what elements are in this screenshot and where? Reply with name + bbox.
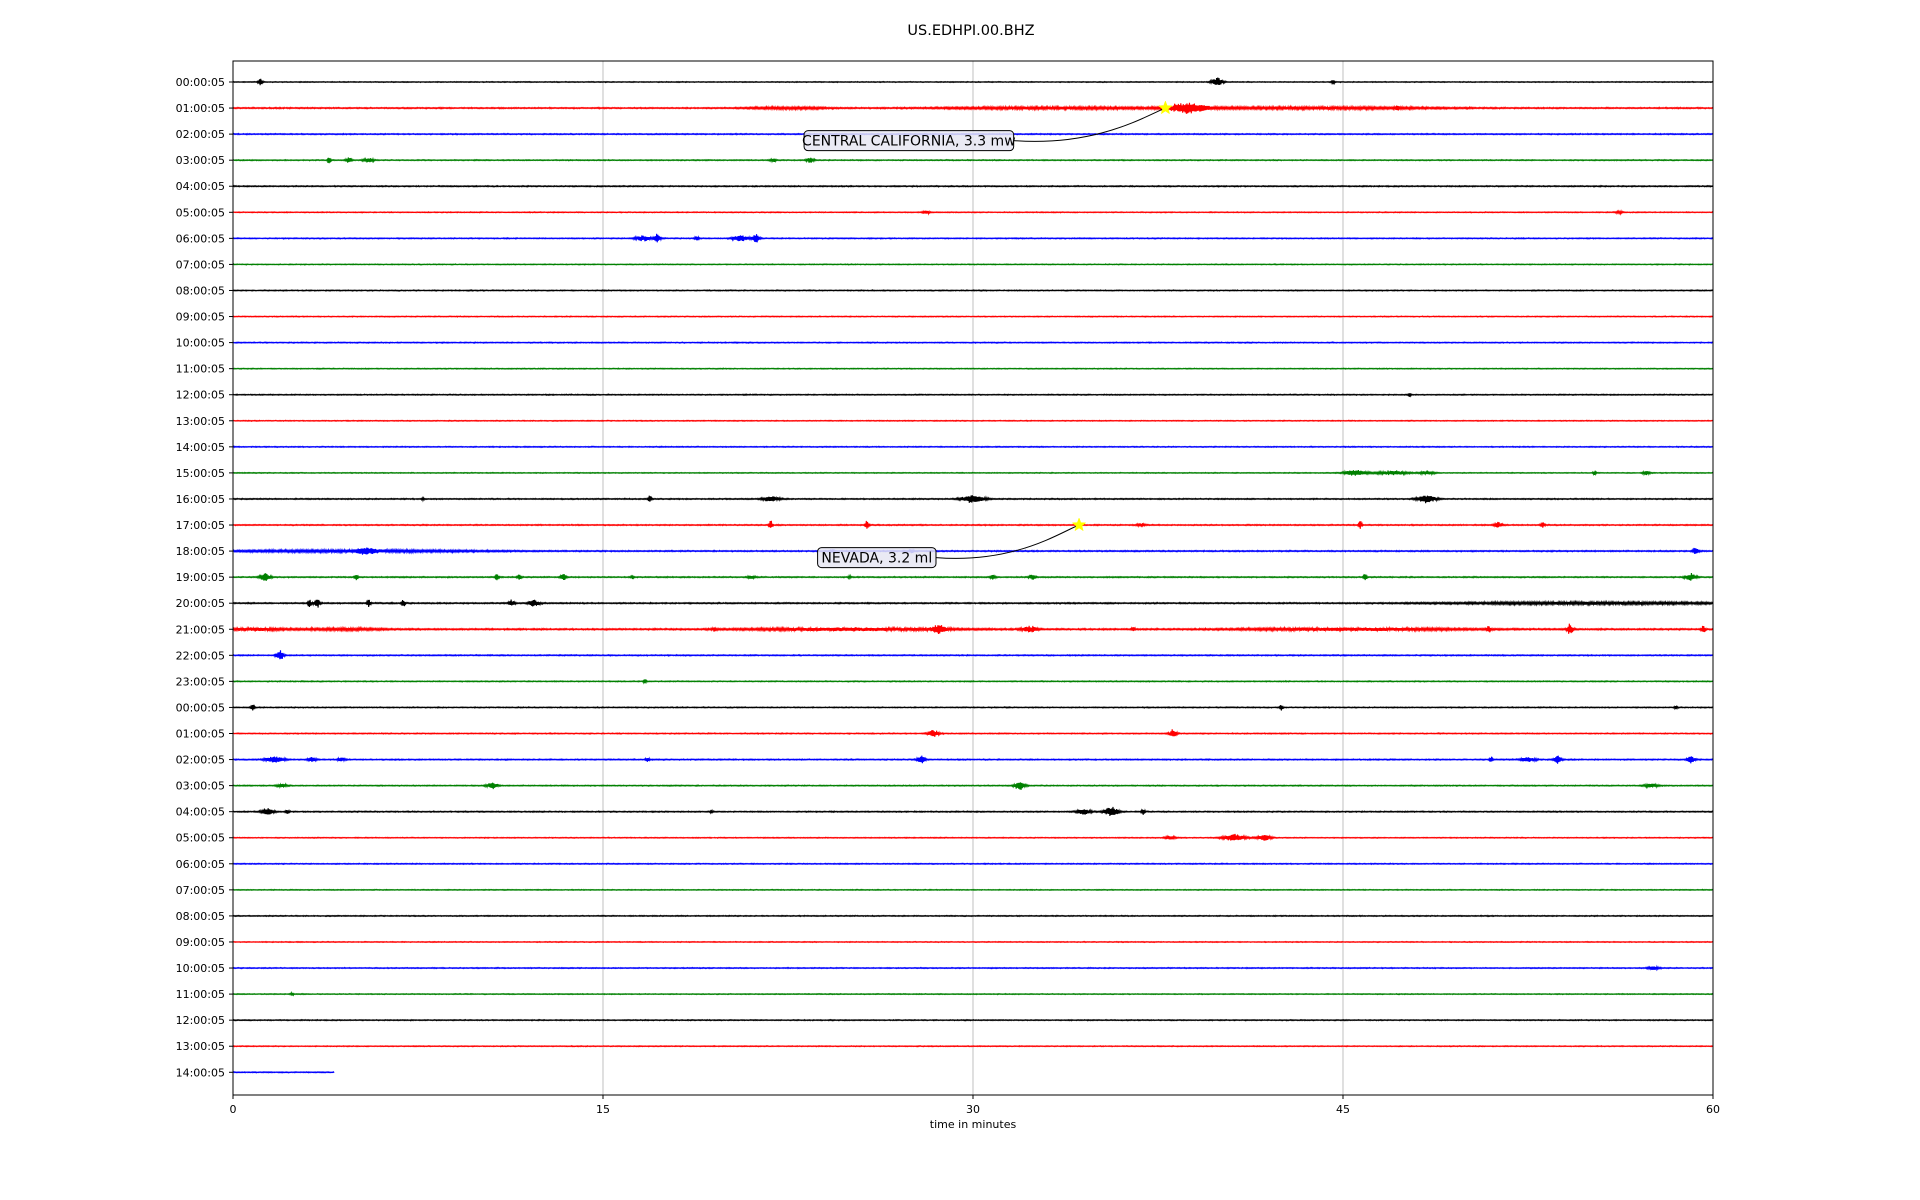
trace-line — [232, 888, 1714, 892]
x-tick-label: 0 — [230, 1103, 237, 1116]
y-tick-label: 00:00:05 — [176, 76, 225, 89]
trace-line — [232, 233, 1714, 243]
y-tick-label: 21:00:05 — [176, 623, 225, 636]
trace-line — [232, 964, 1714, 972]
trace-line — [232, 704, 1714, 711]
trace-line — [232, 263, 1714, 266]
x-tick-label: 30 — [966, 1103, 980, 1116]
y-tick-label: 07:00:05 — [176, 258, 225, 271]
trace-line — [232, 650, 1714, 660]
annotation-box — [817, 547, 937, 569]
event-annotation: CENTRAL CALIFORNIA, 3.3 mw — [802, 100, 1173, 152]
annotation-connector — [1013, 107, 1166, 142]
y-tick-label: 05:00:05 — [176, 206, 225, 219]
y-tick-label: 18:00:05 — [176, 545, 225, 558]
trace-line — [232, 520, 1714, 529]
y-tick-label: 16:00:05 — [176, 493, 225, 506]
trace-line — [232, 156, 1714, 164]
trace-line — [232, 367, 1714, 371]
trace-line — [232, 755, 1714, 764]
trace-line — [232, 940, 1714, 944]
seismogram-traces — [232, 77, 1714, 1074]
trace-line — [232, 729, 1714, 737]
y-tick-label: 14:00:05 — [176, 1066, 225, 1079]
event-star-marker — [1071, 517, 1087, 532]
y-tick-label: 09:00:05 — [176, 936, 225, 949]
trace-line — [232, 623, 1714, 634]
trace-line — [232, 184, 1714, 188]
y-tick-labels: 00:00:05 01:00:05 02:00:05 03:00:05 04:00:05… — [176, 76, 233, 1079]
trace-line — [232, 77, 1714, 86]
trace-line — [232, 679, 1714, 685]
trace-line — [232, 782, 1714, 790]
y-tick-label: 22:00:05 — [176, 649, 225, 662]
y-tick-label: 01:00:05 — [176, 728, 225, 741]
trace-line — [232, 209, 1714, 216]
y-tick-label: 06:00:05 — [176, 232, 225, 245]
y-tick-label: 07:00:05 — [176, 884, 225, 897]
event-annotations: CENTRAL CALIFORNIA, 3.3 mw NEVADA, 3.2 ml — [802, 100, 1173, 569]
y-tick-label: 10:00:05 — [176, 962, 225, 975]
annotation-connector — [935, 524, 1080, 559]
y-tick-label: 00:00:05 — [176, 701, 225, 714]
trace-line — [232, 445, 1714, 449]
x-tick-label: 15 — [596, 1103, 610, 1116]
x-axis-label: time in minutes — [930, 1118, 1017, 1131]
y-tick-label: 08:00:05 — [176, 284, 225, 297]
trace-line — [232, 289, 1714, 292]
trace-line — [232, 914, 1714, 918]
y-tick-label: 02:00:05 — [176, 754, 225, 767]
y-tick-label: 11:00:05 — [176, 363, 225, 376]
y-tick-label: 05:00:05 — [176, 832, 225, 845]
y-tick-label: 17:00:05 — [176, 519, 225, 532]
y-tick-label: 03:00:05 — [176, 780, 225, 793]
y-tick-label: 04:00:05 — [176, 806, 225, 819]
y-tick-label: 23:00:05 — [176, 675, 225, 688]
event-annotation: NEVADA, 3.2 ml — [817, 517, 1087, 569]
trace-line — [232, 419, 1714, 423]
y-tick-label: 03:00:05 — [176, 154, 225, 167]
y-tick-label: 12:00:05 — [176, 389, 225, 402]
trace-line — [232, 393, 1714, 398]
trace-line — [232, 1044, 1714, 1048]
trace-line — [232, 547, 1714, 555]
trace-line — [232, 990, 1714, 997]
trace-line — [232, 572, 1714, 581]
trace-line — [232, 469, 1714, 477]
annotation-box — [803, 130, 1015, 152]
trace-line — [232, 1070, 335, 1074]
event-star-marker — [1158, 100, 1173, 115]
y-tick-label: 04:00:05 — [176, 180, 225, 193]
y-tick-label: 01:00:05 — [176, 102, 225, 115]
y-tick-label: 19:00:05 — [176, 571, 225, 584]
chart-title: US.EDHPI.00.BHZ — [907, 23, 1034, 39]
trace-line — [232, 102, 1714, 114]
trace-line — [232, 806, 1714, 816]
trace-line — [232, 862, 1714, 866]
y-tick-label: 12:00:05 — [176, 1014, 225, 1027]
y-tick-label: 02:00:05 — [176, 128, 225, 141]
y-tick-label: 09:00:05 — [176, 311, 225, 324]
y-tick-label: 15:00:05 — [176, 467, 225, 480]
y-tick-label: 10:00:05 — [176, 337, 225, 350]
event-label: NEVADA, 3.2 ml — [821, 551, 932, 567]
trace-line — [232, 1018, 1714, 1022]
trace-line — [232, 599, 1714, 608]
x-tick-labels: 0 15 30 45 60 — [230, 1095, 1720, 1116]
y-tick-label: 06:00:05 — [176, 858, 225, 871]
y-tick-label: 14:00:05 — [176, 441, 225, 454]
trace-line — [232, 495, 1714, 504]
trace-line — [232, 315, 1714, 318]
x-tick-label: 45 — [1336, 1103, 1350, 1116]
trace-line — [232, 833, 1714, 841]
y-tick-label: 20:00:05 — [176, 597, 225, 610]
y-tick-label: 08:00:05 — [176, 910, 225, 923]
y-tick-label: 11:00:05 — [176, 988, 225, 1001]
y-tick-label: 13:00:05 — [176, 1040, 225, 1053]
trace-line — [232, 341, 1714, 345]
event-label: CENTRAL CALIFORNIA, 3.3 mw — [802, 134, 1016, 150]
x-tick-label: 60 — [1706, 1103, 1720, 1116]
y-tick-label: 13:00:05 — [176, 415, 225, 428]
